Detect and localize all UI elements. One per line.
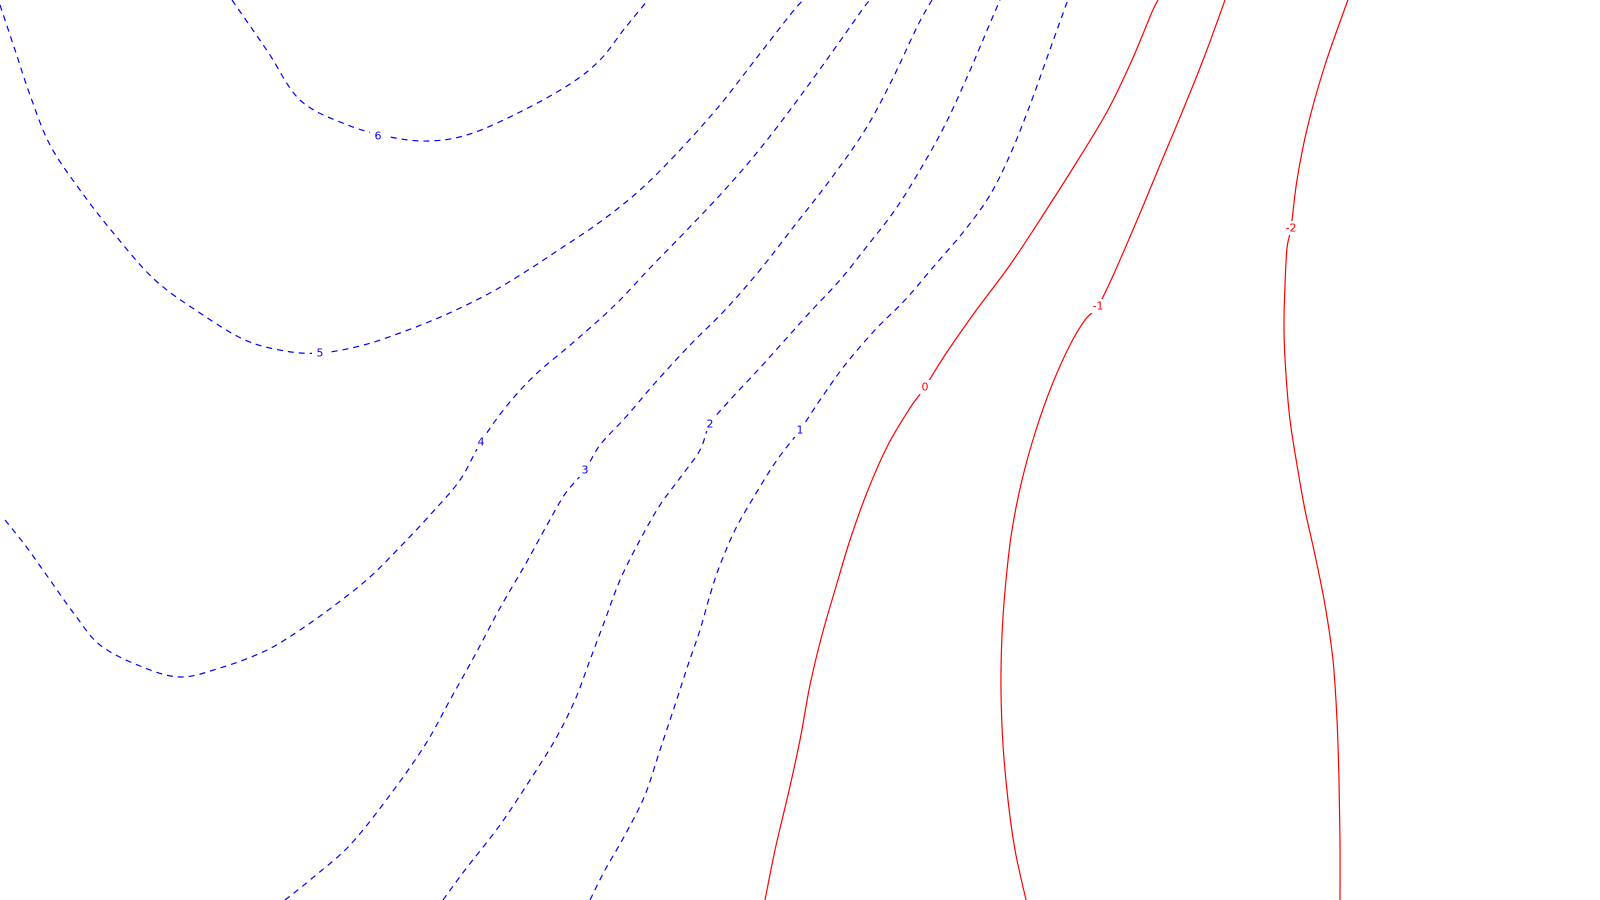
contour-label-1: 1 (797, 424, 804, 437)
contour-line-0 (764, 0, 1159, 900)
contour-labels: 6 5 4 3 2 1 0 -1 -2 (312, 129, 1299, 477)
contour-label-bg-3 (577, 463, 593, 477)
contour-label-bg-neg2 (1283, 221, 1299, 235)
contour-line-4 (4, 0, 871, 678)
contour-label-neg1: -1 (1093, 300, 1104, 313)
contour-label-6: 6 (375, 130, 382, 143)
contour-label-bg-neg1 (1090, 299, 1106, 313)
contour-label-bg-1 (792, 423, 808, 437)
contour-label-bg-5 (312, 346, 328, 360)
contour-line-neg2 (1283, 0, 1349, 900)
contour-label-5: 5 (317, 347, 324, 360)
contour-label-0: 0 (922, 381, 929, 394)
contour-label-neg2: -2 (1286, 222, 1297, 235)
contour-line-6 (231, 0, 649, 142)
contour-line-5 (0, 0, 804, 354)
contour-line-neg1 (1000, 0, 1226, 900)
contour-line-1 (589, 0, 1069, 900)
contour-label-bg-6 (370, 129, 386, 143)
contour-label-3: 3 (582, 464, 589, 477)
contour-lines (0, 0, 1349, 900)
contour-line-3 (284, 0, 933, 900)
contour-label-2: 2 (707, 418, 714, 431)
contour-line-2 (442, 0, 1001, 900)
contour-label-bg-2 (702, 417, 718, 431)
contour-label-bg-0 (917, 380, 933, 394)
contour-label-bg-4 (473, 435, 489, 449)
contour-label-4: 4 (478, 436, 485, 449)
